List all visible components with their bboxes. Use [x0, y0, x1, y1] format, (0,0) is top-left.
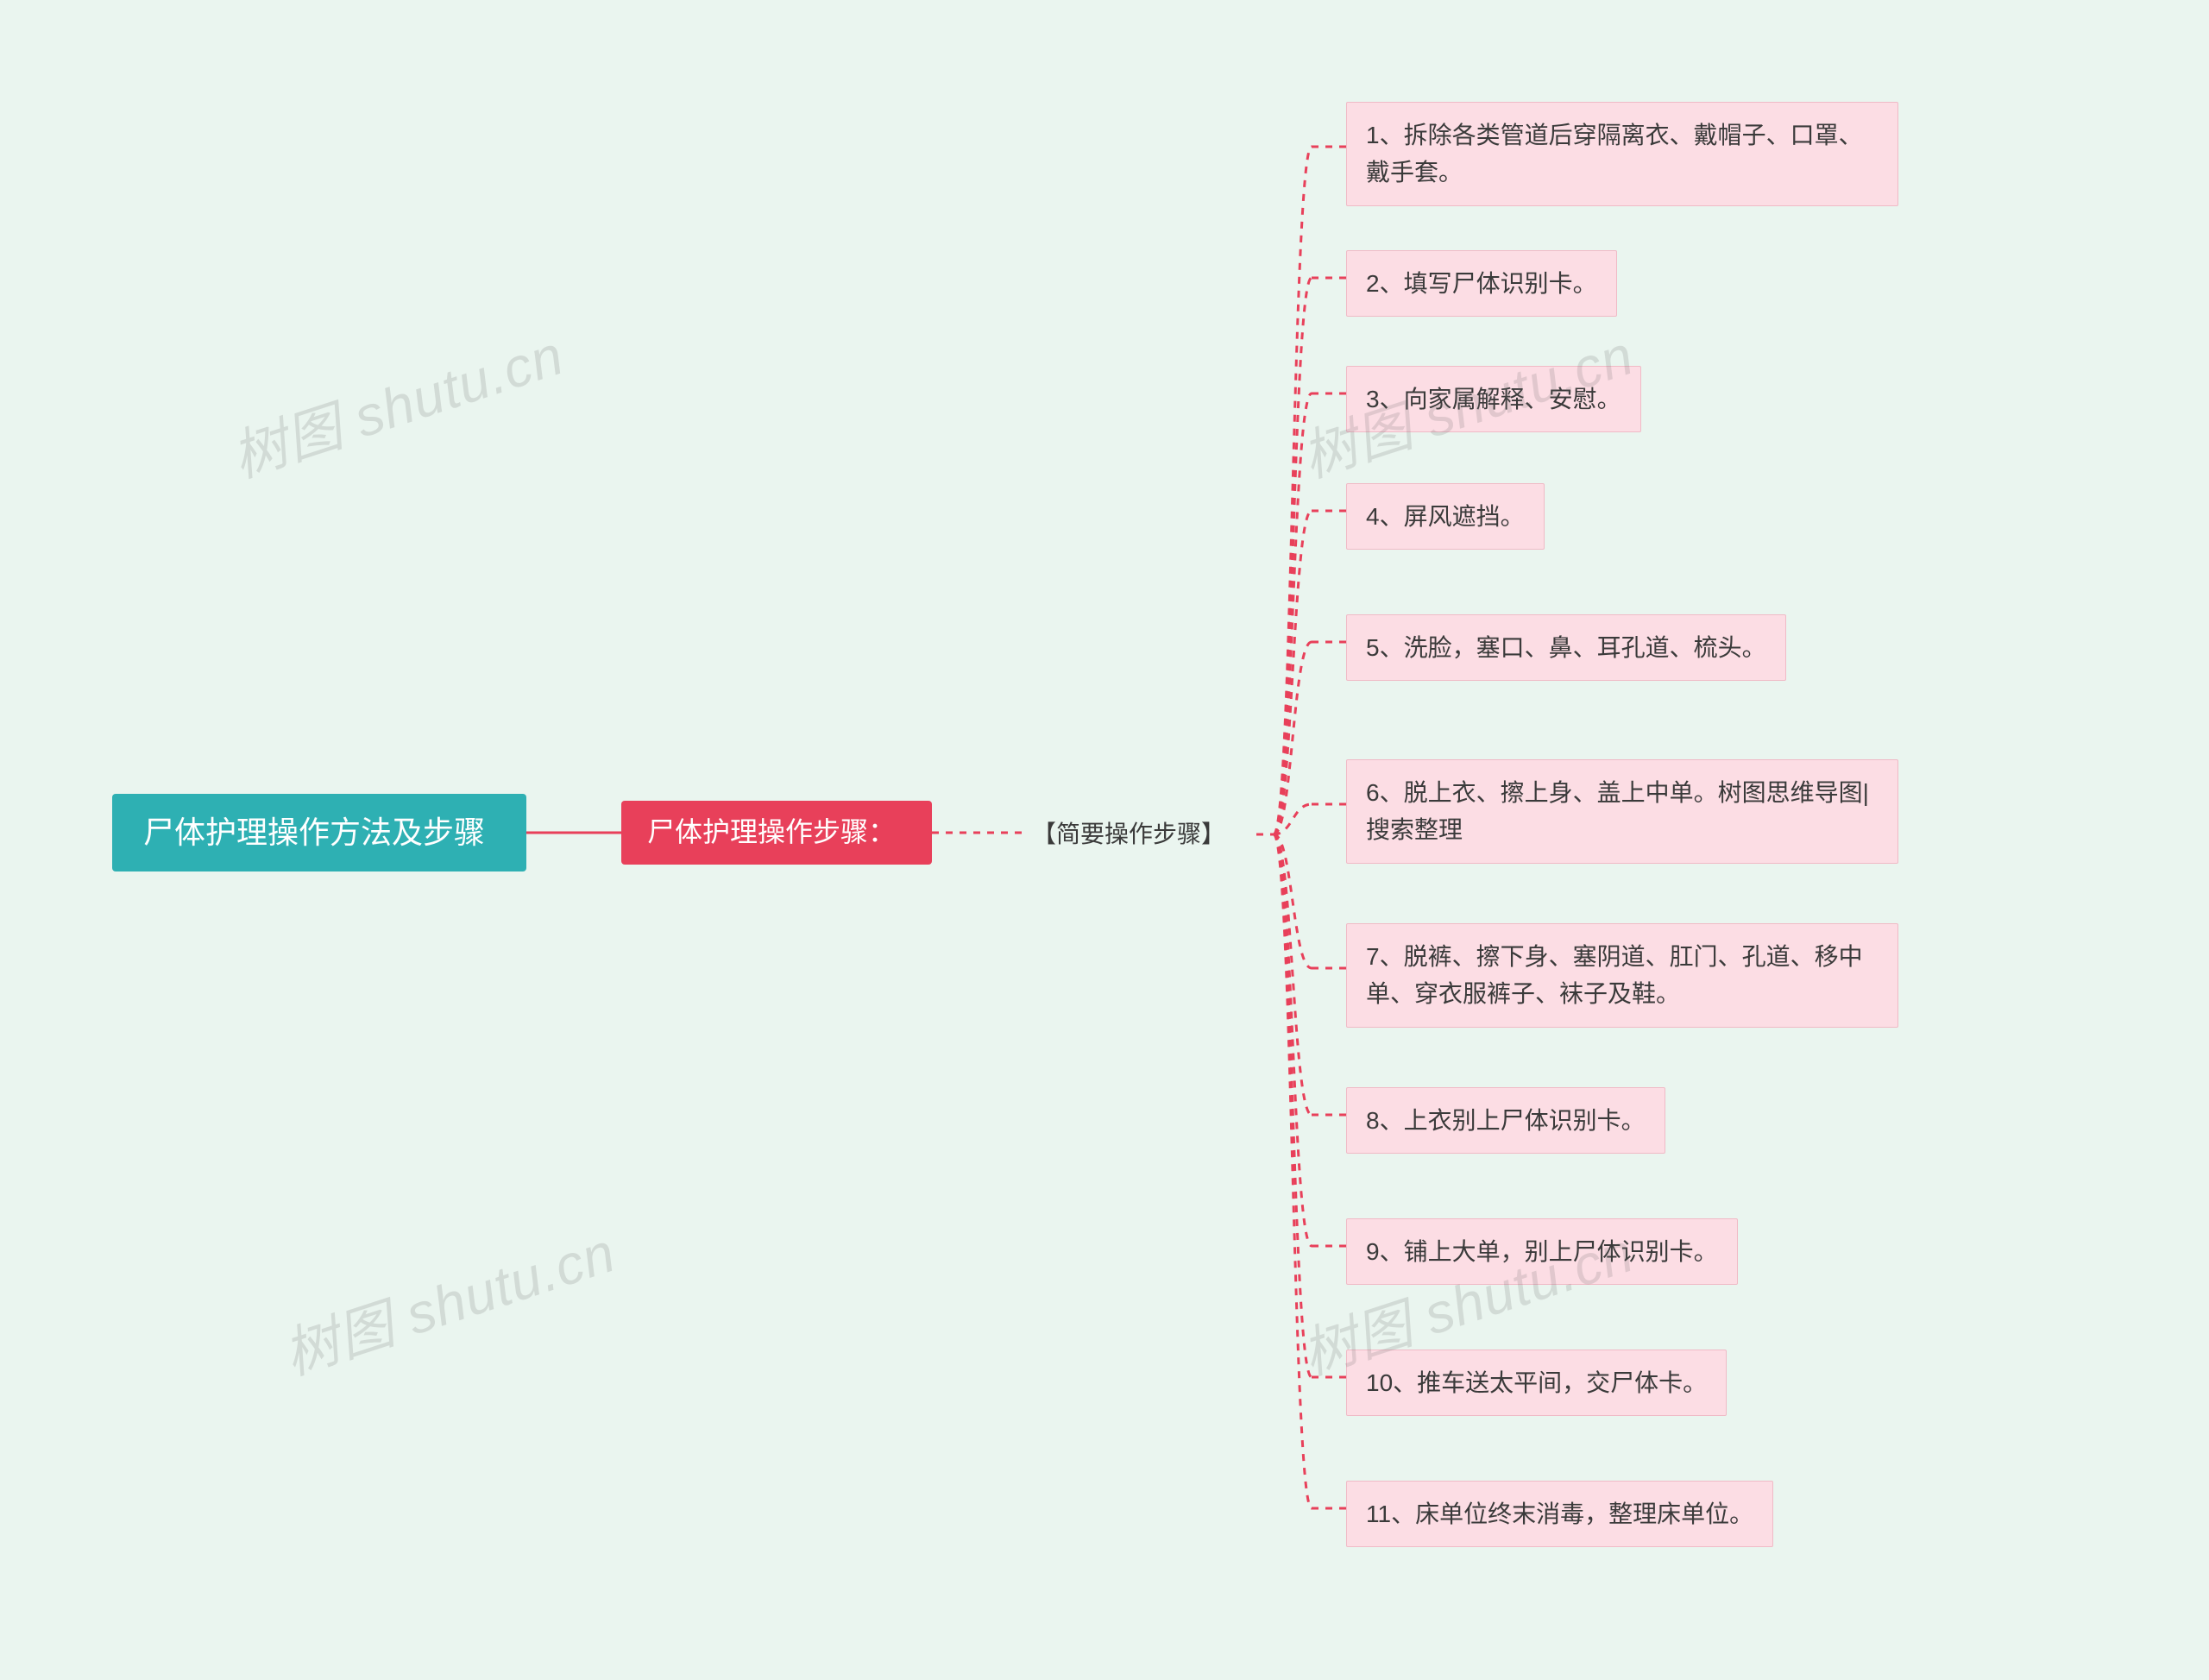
watermark: 树图 shutu.cn: [273, 1209, 625, 1391]
mindmap-canvas: 尸体护理操作方法及步骤 尸体护理操作步骤： 【简要操作步骤】 1、拆除各类管道后…: [0, 0, 2209, 1680]
leaf-label: 1、拆除各类管道后穿隔离衣、戴帽子、口罩、戴手套。: [1366, 116, 1879, 192]
leaf-node-5[interactable]: 5、洗脸，塞口、鼻、耳孔道、梳头。: [1346, 614, 1786, 681]
leaf-node-3[interactable]: 3、向家属解释、安慰。: [1346, 366, 1641, 432]
leaf-label: 9、铺上大单，别上尸体识别卡。: [1366, 1233, 1718, 1270]
leaf-label: 7、脱裤、擦下身、塞阴道、肛门、孔道、移中单、穿衣服裤子、袜子及鞋。: [1366, 938, 1879, 1013]
leaf-label: 6、脱上衣、擦上身、盖上中单。树图思维导图|搜索整理: [1366, 774, 1879, 849]
leaf-label: 11、床单位终末消毒，整理床单位。: [1366, 1495, 1753, 1532]
bracket-label: 【简要操作步骤】: [1032, 815, 1225, 853]
leaf-node-10[interactable]: 10、推车送太平间，交尸体卡。: [1346, 1350, 1727, 1416]
leaf-label: 4、屏风遮挡。: [1366, 498, 1525, 535]
leaf-label: 5、洗脸，塞口、鼻、耳孔道、梳头。: [1366, 629, 1766, 666]
leaf-node-11[interactable]: 11、床单位终末消毒，整理床单位。: [1346, 1481, 1773, 1547]
leaf-node-6[interactable]: 6、脱上衣、擦上身、盖上中单。树图思维导图|搜索整理: [1346, 759, 1898, 864]
leaf-node-4[interactable]: 4、屏风遮挡。: [1346, 483, 1545, 550]
leaf-node-9[interactable]: 9、铺上大单，别上尸体识别卡。: [1346, 1218, 1738, 1285]
leaf-label: 10、推车送太平间，交尸体卡。: [1366, 1364, 1707, 1401]
leaf-node-2[interactable]: 2、填写尸体识别卡。: [1346, 250, 1617, 317]
sub-label: 尸体护理操作步骤：: [647, 811, 896, 854]
leaf-node-1[interactable]: 1、拆除各类管道后穿隔离衣、戴帽子、口罩、戴手套。: [1346, 102, 1898, 206]
leaf-label: 2、填写尸体识别卡。: [1366, 265, 1597, 302]
leaf-label: 3、向家属解释、安慰。: [1366, 381, 1621, 418]
leaf-label: 8、上衣别上尸体识别卡。: [1366, 1102, 1646, 1139]
leaf-node-7[interactable]: 7、脱裤、擦下身、塞阴道、肛门、孔道、移中单、穿衣服裤子、袜子及鞋。: [1346, 923, 1898, 1028]
leaf-node-8[interactable]: 8、上衣别上尸体识别卡。: [1346, 1087, 1665, 1154]
watermark: 树图 shutu.cn: [221, 311, 573, 494]
sub-node[interactable]: 尸体护理操作步骤：: [621, 801, 932, 865]
root-label: 尸体护理操作方法及步骤: [143, 809, 485, 857]
root-node[interactable]: 尸体护理操作方法及步骤: [112, 794, 526, 871]
bracket-node[interactable]: 【简要操作步骤】: [1027, 813, 1251, 856]
